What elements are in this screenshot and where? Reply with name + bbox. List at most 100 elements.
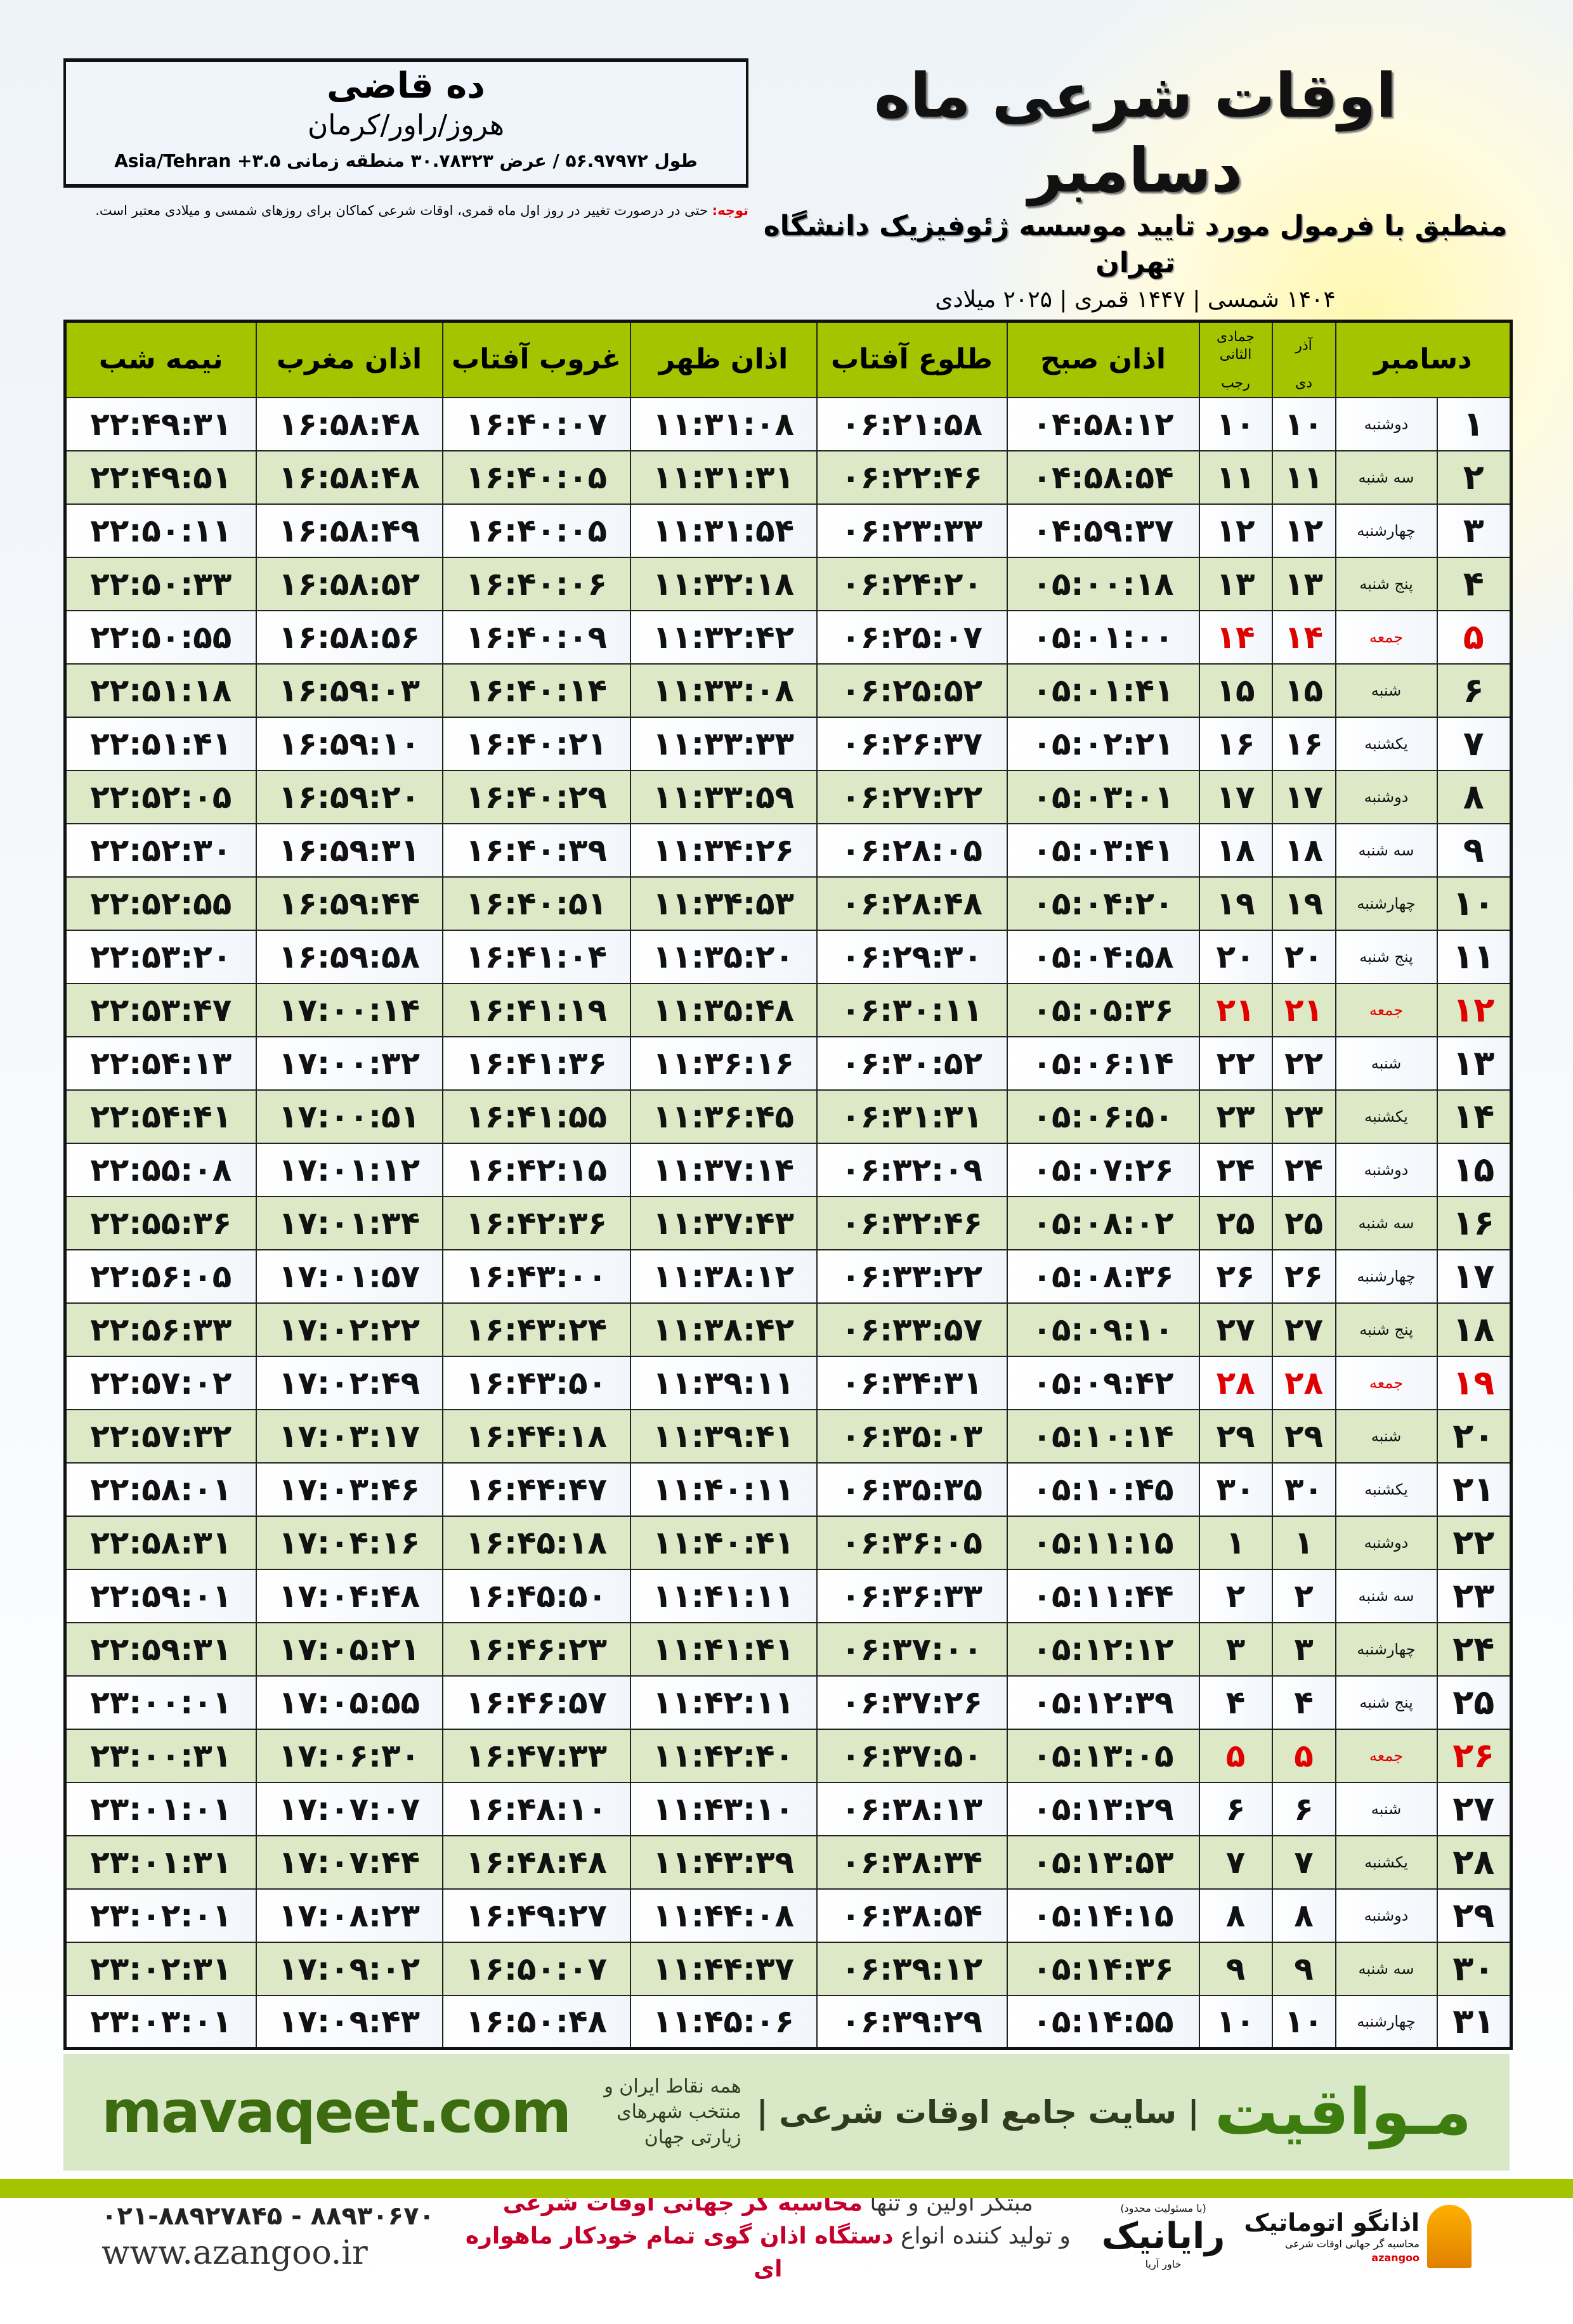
table-row: ۶ شنبه ۱۵ ۱۵ ۰۵:۰۱:۴۱ ۰۶:۲۵:۵۲ ۱۱:۳۳:۰۸ ۱۶:۴۰:۱… <box>64 663 1512 718</box>
fajr-time: ۰۵:۱۳:۵۳ <box>1006 1834 1200 1890</box>
sunset-time: ۱۶:۴۱:۳۶ <box>441 1035 631 1091</box>
table-row: ۱۵ دوشنبه ۲۴ ۲۴ ۰۵:۰۷:۲۶ ۰۶:۳۲:۰۹ ۱۱:۳۷:۱۴ ۱۶:۴… <box>64 1142 1512 1197</box>
dey-date: ۱۲ <box>1271 503 1336 558</box>
sunrise-time: ۰۶:۲۱:۵۸ <box>816 396 1008 451</box>
weekday: دوشنبه <box>1335 769 1438 824</box>
day-number: ۸ <box>1436 769 1512 824</box>
rayanik-name: رایانیک <box>1101 2216 1225 2257</box>
fajr-time: ۰۵:۱۴:۵۵ <box>1006 1994 1200 2049</box>
rajab-date: ۱۸ <box>1198 822 1273 878</box>
dey-date: ۱۸ <box>1271 822 1336 878</box>
fajr-time: ۰۵:۰۶:۵۰ <box>1006 1089 1200 1144</box>
dhuhr-time: ۱۱:۳۳:۵۹ <box>629 769 818 824</box>
dey-date: ۲۱ <box>1271 982 1336 1037</box>
dhuhr-time: ۱۱:۳۱:۰۸ <box>629 396 818 451</box>
sunset-time: ۱۶:۴۳:۲۴ <box>441 1302 631 1357</box>
table-row: ۸ دوشنبه ۱۷ ۱۷ ۰۵:۰۳:۰۱ ۰۶:۲۷:۲۲ ۱۱:۳۳:۵۹ ۱۶:۴۰… <box>64 769 1512 824</box>
day-number: ۱۸ <box>1436 1302 1512 1357</box>
dey-date: ۲۹ <box>1271 1408 1336 1464</box>
maghrib-time: ۱۷:۰۶:۳۰ <box>255 1728 443 1783</box>
sunset-time: ۱۶:۵۰:۰۷ <box>441 1941 631 1996</box>
rajab-date: ۲۷ <box>1198 1302 1273 1357</box>
sunset-time: ۱۶:۴۰:۰۹ <box>441 609 631 665</box>
dey-date: ۳ <box>1271 1621 1336 1677</box>
rajab-date: ۳۰ <box>1198 1462 1273 1517</box>
sunset-time: ۱۶:۴۱:۵۵ <box>441 1089 631 1144</box>
dhuhr-time: ۱۱:۳۴:۲۶ <box>629 822 818 878</box>
fajr-time: ۰۵:۰۱:۰۰ <box>1006 609 1200 665</box>
sunrise-time: ۰۶:۳۸:۱۳ <box>816 1781 1008 1836</box>
col-maghrib: اذان مغرب <box>255 321 443 398</box>
table-row: ۱۸ پنج شنبه ۲۷ ۲۷ ۰۵:۰۹:۱۰ ۰۶:۳۳:۵۷ ۱۱:۳۸:۴۲ ۱۶… <box>64 1302 1512 1357</box>
sunset-time: ۱۶:۴۰:۵۱ <box>441 876 631 931</box>
sunset-time: ۱۶:۴۶:۵۷ <box>441 1675 631 1730</box>
site-url[interactable]: mavaqeet.com <box>101 2078 571 2146</box>
rajab-date: ۷ <box>1198 1834 1273 1890</box>
maghrib-time: ۱۶:۵۹:۳۱ <box>255 822 443 878</box>
sunrise-time: ۰۶:۲۳:۳۳ <box>816 503 1008 558</box>
dhuhr-time: ۱۱:۴۴:۳۷ <box>629 1941 818 1996</box>
midnight-time: ۲۲:۵۲:۳۰ <box>64 822 257 878</box>
maghrib-time: ۱۷:۰۰:۳۲ <box>255 1035 443 1091</box>
maghrib-time: ۱۶:۵۸:۴۹ <box>255 503 443 558</box>
maghrib-time: ۱۷:۰۹:۰۲ <box>255 1941 443 1996</box>
sunrise-time: ۰۶:۲۶:۳۷ <box>816 716 1008 771</box>
midnight-time: ۲۳:۰۰:۳۱ <box>64 1728 257 1783</box>
sunrise-time: ۰۶:۲۷:۲۲ <box>816 769 1008 824</box>
col-sunset: غروب آفتاب <box>441 321 630 398</box>
midnight-time: ۲۲:۵۴:۴۱ <box>64 1089 257 1144</box>
table-row: ۱۲ جمعه ۲۱ ۲۱ ۰۵:۰۵:۳۶ ۰۶:۳۰:۱۱ ۱۱:۳۵:۴۸ ۱۶:۴۱:… <box>64 982 1512 1037</box>
day-number: ۱۵ <box>1436 1142 1512 1197</box>
maghrib-time: ۱۷:۰۹:۴۳ <box>255 1994 443 2049</box>
rajab-date: ۱۰ <box>1198 396 1273 451</box>
day-number: ۱۹ <box>1436 1355 1512 1410</box>
midnight-time: ۲۲:۴۹:۳۱ <box>64 396 257 451</box>
dhuhr-time: ۱۱:۳۹:۱۱ <box>629 1355 818 1410</box>
rajab-date: ۲۴ <box>1198 1142 1273 1197</box>
azangoo-url[interactable]: www.azangoo.ir <box>101 2234 368 2272</box>
midnight-time: ۲۲:۵۳:۲۰ <box>64 929 257 984</box>
header-right: اوقات شرعی ماه دسامبر منطبق با فرمول مور… <box>761 58 1510 316</box>
sunrise-time: ۰۶:۲۵:۵۲ <box>816 663 1008 718</box>
sunset-time: ۱۶:۴۳:۵۰ <box>441 1355 631 1410</box>
table-row: ۱۱ پنج شنبه ۲۰ ۲۰ ۰۵:۰۴:۵۸ ۰۶:۲۹:۳۰ ۱۱:۳۵:۲۰ ۱۶… <box>64 929 1512 984</box>
rajab-date: ۲۰ <box>1198 929 1273 984</box>
table-row: ۱۶ سه شنبه ۲۵ ۲۵ ۰۵:۰۸:۰۲ ۰۶:۳۲:۴۶ ۱۱:۳۷:۴۳ ۱۶:… <box>64 1195 1512 1250</box>
sunset-time: ۱۶:۴۰:۳۹ <box>441 822 631 878</box>
dhuhr-time: ۱۱:۳۵:۲۰ <box>629 929 818 984</box>
weekday: شنبه <box>1335 1781 1438 1836</box>
maghrib-time: ۱۷:۰۸:۲۳ <box>255 1888 443 1943</box>
midnight-time: ۲۲:۵۶:۰۵ <box>64 1249 257 1304</box>
sunrise-time: ۰۶:۳۶:۰۵ <box>816 1515 1008 1570</box>
maghrib-time: ۱۷:۰۵:۵۵ <box>255 1675 443 1730</box>
midnight-time: ۲۲:۵۹:۳۱ <box>64 1621 257 1677</box>
dhuhr-time: ۱۱:۳۱:۳۱ <box>629 450 818 505</box>
weekday: شنبه <box>1335 1408 1438 1464</box>
weekday: پنج شنبه <box>1335 1302 1438 1357</box>
rajab-date: ۲۹ <box>1198 1408 1273 1464</box>
dhuhr-time: ۱۱:۳۱:۵۴ <box>629 503 818 558</box>
maghrib-time: ۱۷:۰۷:۰۷ <box>255 1781 443 1836</box>
midnight-time: ۲۲:۵۲:۰۵ <box>64 769 257 824</box>
col-sunrise: طلوع آفتاب <box>816 321 1007 398</box>
rajab-date: ۶ <box>1198 1781 1273 1836</box>
dey-date: ۲ <box>1271 1568 1336 1623</box>
rajab-date: ۲۲ <box>1198 1035 1273 1091</box>
table-row: ۱۳ شنبه ۲۲ ۲۲ ۰۵:۰۶:۱۴ ۰۶:۳۰:۵۲ ۱۱:۳۶:۱۶ ۱۶:۴۱:… <box>64 1035 1512 1091</box>
day-number: ۱۱ <box>1436 929 1512 984</box>
weekday: یکشنبه <box>1335 1089 1438 1144</box>
maghrib-time: ۱۷:۰۱:۱۲ <box>255 1142 443 1197</box>
fajr-time: ۰۵:۱۰:۱۴ <box>1006 1408 1200 1464</box>
weekday: سه شنبه <box>1335 1195 1438 1250</box>
table-row: ۲۶ جمعه ۵ ۵ ۰۵:۱۳:۰۵ ۰۶:۳۷:۵۰ ۱۱:۴۲:۴۰ ۱۶:۴۷:۳۳… <box>64 1728 1512 1783</box>
sunset-time: ۱۶:۴۰:۰۶ <box>441 556 631 611</box>
sunset-time: ۱۶:۴۱:۱۹ <box>441 982 631 1037</box>
fajr-time: ۰۵:۰۴:۲۰ <box>1006 876 1200 931</box>
day-number: ۱۴ <box>1436 1089 1512 1144</box>
fajr-time: ۰۵:۱۰:۴۵ <box>1006 1462 1200 1517</box>
sunrise-time: ۰۶:۳۵:۰۳ <box>816 1408 1008 1464</box>
midnight-time: ۲۲:۵۵:۳۶ <box>64 1195 257 1250</box>
midnight-time: ۲۳:۰۱:۰۱ <box>64 1781 257 1836</box>
table-row: ۱۹ جمعه ۲۸ ۲۸ ۰۵:۰۹:۴۲ ۰۶:۳۴:۳۱ ۱۱:۳۹:۱۱ ۱۶:۴۳:… <box>64 1355 1512 1410</box>
azangoo-slogan: محاسبه گر جهانی اوقات شرعی <box>1284 2238 1420 2250</box>
